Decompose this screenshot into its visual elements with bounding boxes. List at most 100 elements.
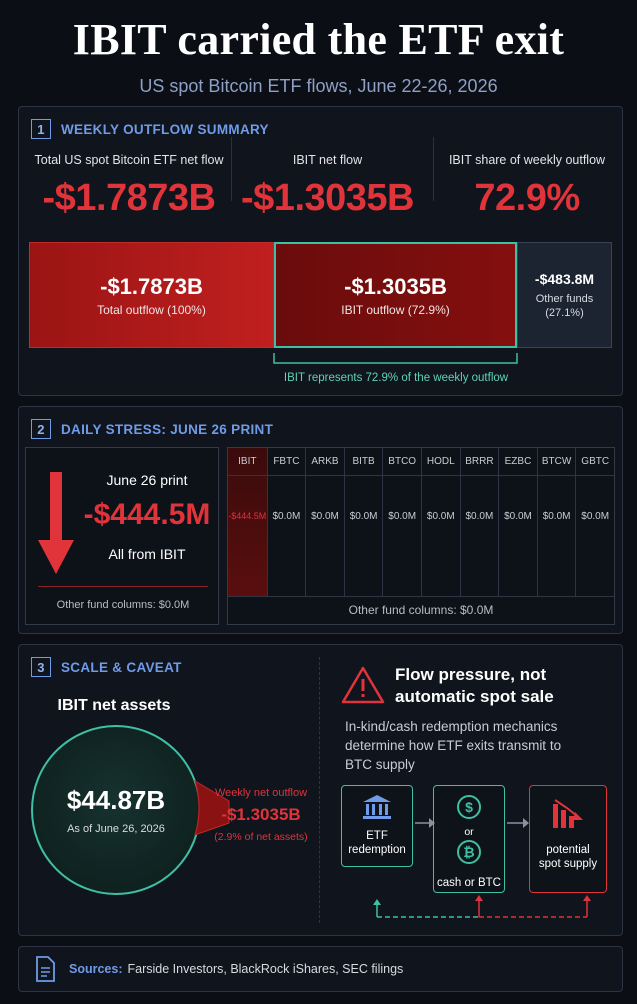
table-column-arkb: ARKB $0.0M xyxy=(305,448,344,596)
ibit-net-assets-label: IBIT net assets xyxy=(57,697,171,714)
print-divider xyxy=(38,586,208,587)
section-2-header: 2 DAILY STRESS: JUNE 26 PRINT xyxy=(31,419,273,439)
table-column-header: HODL xyxy=(426,456,455,467)
section-3-title: SCALE & CAVEAT xyxy=(61,659,182,675)
table-cell-value: $0.0M xyxy=(465,511,494,522)
table-column-btcw: BTCW $0.0M xyxy=(536,448,576,596)
table-cell-value: $0.0M xyxy=(542,511,571,522)
other-funds-bar: -$483.8M Other funds (27.1%) xyxy=(517,242,612,348)
table-column-brrr: BRRR $0.0M xyxy=(459,448,499,596)
table-cell-value: $0.0M xyxy=(426,511,455,522)
table-cell-value: $0.0M xyxy=(311,511,339,522)
kpi-value: -$1.3035B xyxy=(241,177,414,219)
down-arrow-icon xyxy=(38,472,74,574)
table-column-header: FBTC xyxy=(273,456,300,467)
warning-title-line-1: Flow pressure, not xyxy=(395,665,547,684)
svg-text:$: $ xyxy=(465,799,473,815)
net-assets-value: $44.87B xyxy=(66,785,166,815)
print-other-note: Other fund columns: $0.0M xyxy=(56,599,190,611)
table-column-gbtc: GBTC $0.0M xyxy=(575,448,614,596)
table-footer-divider xyxy=(228,596,614,597)
flow-label: cash or BTC xyxy=(437,877,501,889)
section-2-number: 2 xyxy=(31,419,51,439)
ibit-outflow-label: IBIT outflow (72.9%) xyxy=(341,302,450,317)
table-column-header: ARKB xyxy=(311,456,339,467)
flow-label: or xyxy=(464,826,474,838)
ibit-bracket xyxy=(273,353,518,364)
flow-label: ETF xyxy=(366,830,388,842)
scale-caveat-panel: 3 SCALE & CAVEAT IBIT net assets $44.87B… xyxy=(18,644,623,936)
table-column-btco: BTCO $0.0M xyxy=(382,448,421,596)
table-footer: Other fund columns: $0.0M xyxy=(348,603,494,617)
other-funds-value: -$483.8M xyxy=(534,271,595,287)
document-icon xyxy=(36,956,55,982)
kpi-divider xyxy=(231,137,232,201)
table-column-header: GBTC xyxy=(581,456,610,467)
ibit-share-note: IBIT represents 72.9% of the weekly outf… xyxy=(283,372,509,384)
warning-body: In-kind/cash redemption mechanics determ… xyxy=(345,719,562,772)
table-column-bitb: BITB $0.0M xyxy=(343,448,383,596)
print-label: June 26 print xyxy=(106,472,188,488)
table-cell-value: $0.0M xyxy=(349,511,378,522)
other-funds-pct: (27.1%) xyxy=(545,307,584,319)
section-3-header: 3 SCALE & CAVEAT xyxy=(31,657,182,677)
table-cell-value: -$444.5M xyxy=(228,511,267,521)
bank-icon xyxy=(363,795,391,819)
section-1-header: 1 WEEKLY OUTFLOW SUMMARY xyxy=(31,119,269,139)
sources-label: Sources: xyxy=(69,962,123,976)
kpi-value: -$1.7873B xyxy=(42,177,216,219)
fund-flow-table: IBIT -$444.5M FBTC $0.0M ARKB $0.0M BITB $0.0M B… xyxy=(227,447,615,625)
daily-stress-panel: 2 DAILY STRESS: JUNE 26 PRINT June 26 pr… xyxy=(18,406,623,634)
table-column-header: BRRR xyxy=(465,456,494,467)
table-cell-value: $0.0M xyxy=(272,511,301,522)
table-header-divider xyxy=(228,475,614,476)
kpi-label: IBIT share of weekly outflow xyxy=(448,153,606,167)
table-column-header: BTCW xyxy=(541,456,572,467)
table-column-header: EZBC xyxy=(504,456,532,467)
sources-footer: Sources: Farside Investors, BlackRock iS… xyxy=(18,946,623,992)
svg-text:₿: ₿ xyxy=(463,844,474,860)
table-column-header: IBIT xyxy=(238,456,257,467)
page-title: IBIT carried the ETF exit xyxy=(72,15,565,64)
total-outflow-value: -$1.7873B xyxy=(100,273,203,299)
table-column-fbtc: FBTC $0.0M xyxy=(266,448,306,596)
weekly-outflow-panel: 1 WEEKLY OUTFLOW SUMMARY Total US spot B… xyxy=(18,106,623,396)
kpi-divider xyxy=(433,137,434,201)
kpi-value: 72.9% xyxy=(474,177,580,219)
kpi-label: IBIT net flow xyxy=(292,153,363,167)
table-column-ibit: IBIT -$444.5M xyxy=(228,448,267,596)
table-cell-value: $0.0M xyxy=(504,511,532,522)
june-26-print-card: June 26 print -$444.5M All from IBIT Oth… xyxy=(25,447,219,625)
declining-chart-icon xyxy=(553,799,583,828)
table-column-header: BITB xyxy=(352,456,375,467)
kpi-label: Total US spot Bitcoin ETF net flow xyxy=(34,153,224,167)
net-assets-date: As of June 26, 2026 xyxy=(67,823,165,835)
ibit-outflow-bar: -$1.3035B IBIT outflow (72.9%) xyxy=(274,242,517,348)
section-3-divider xyxy=(319,657,320,923)
table-cell-value: $0.0M xyxy=(388,511,417,522)
page-subtitle: US spot Bitcoin ETF flows, June 22-26, 2… xyxy=(139,76,498,96)
net-assets-circle xyxy=(31,725,201,895)
outflow-pct: (2.9% of net assets) xyxy=(214,831,308,843)
print-value: -$444.5M xyxy=(83,498,211,531)
section-1-number: 1 xyxy=(31,119,51,139)
bitcoin-icon: ₿ xyxy=(457,840,481,864)
outflow-label: Weekly net outflow xyxy=(214,787,308,799)
total-outflow-label: Total outflow (100%) xyxy=(97,302,206,317)
print-note: All from IBIT xyxy=(108,546,186,562)
warning-title-line-2: automatic spot sale xyxy=(395,687,554,706)
flow-label: redemption xyxy=(348,844,406,856)
section-2-title: DAILY STRESS: JUNE 26 PRINT xyxy=(61,421,274,437)
kpi-total-net-flow: Total US spot Bitcoin ETF net flow -$1.7… xyxy=(29,153,229,220)
kpi-ibit-share: IBIT share of weekly outflow 72.9% xyxy=(437,153,617,220)
table-column-ezbc: EZBC $0.0M xyxy=(498,448,537,596)
other-funds-label: Other funds xyxy=(535,293,594,305)
spot-supply-box: potential spot supply xyxy=(529,785,607,893)
warning-icon xyxy=(341,666,385,704)
flow-label: spot supply xyxy=(538,858,598,870)
section-3-number: 3 xyxy=(31,657,51,677)
cash-or-btc-box: $ or ₿ cash or BTC xyxy=(433,785,505,893)
section-1-title: WEEKLY OUTFLOW SUMMARY xyxy=(61,121,269,137)
etf-redemption-box: ETF redemption xyxy=(341,785,413,867)
kpi-ibit-net-flow: IBIT net flow -$1.3035B xyxy=(235,153,420,220)
